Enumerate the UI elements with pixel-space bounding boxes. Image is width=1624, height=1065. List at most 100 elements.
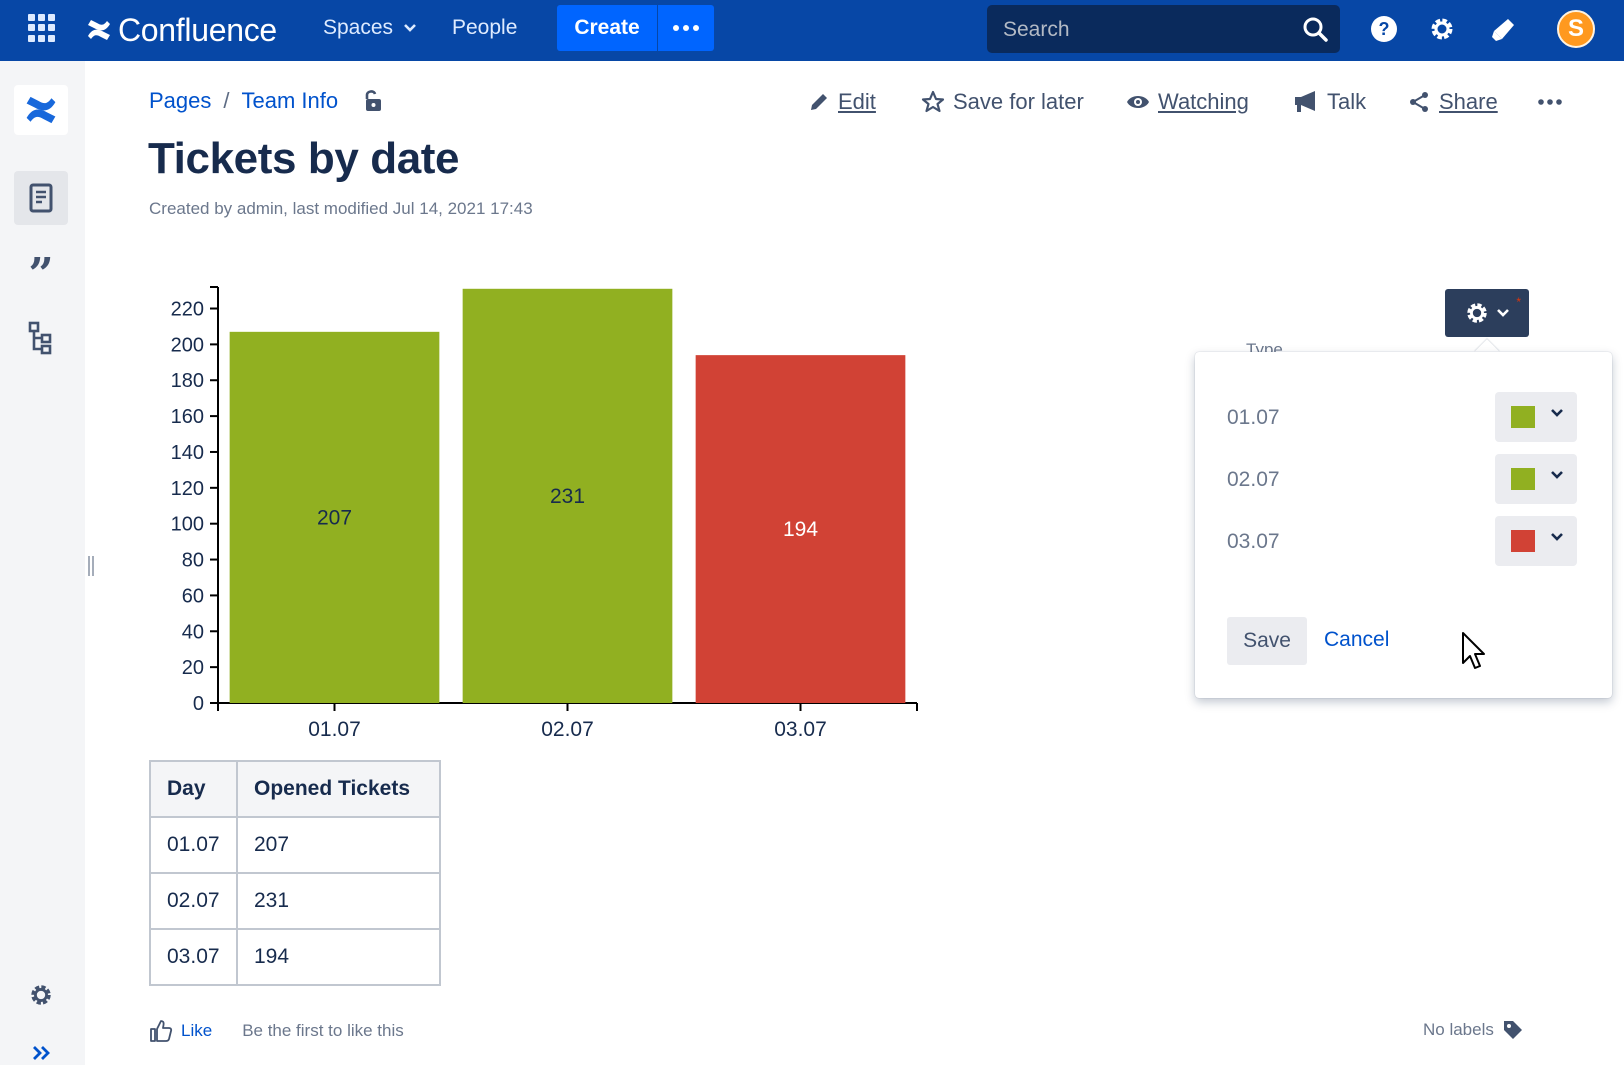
- gear-icon: [1467, 303, 1487, 323]
- more-dot-icon: [673, 25, 679, 31]
- like-button[interactable]: Like: [181, 1021, 213, 1040]
- talk-label: Talk: [1327, 89, 1367, 114]
- y-tick-label: 60: [182, 585, 204, 607]
- color-picker[interactable]: [1495, 454, 1577, 504]
- table-cell-day: 01.07: [149, 816, 238, 874]
- y-tick-label: 0: [193, 693, 204, 715]
- series-label: 03.07: [1227, 530, 1280, 553]
- table-cell-day: 03.07: [149, 928, 238, 986]
- more-dot-icon: [683, 25, 689, 31]
- create-button[interactable]: Create: [557, 5, 657, 51]
- no-labels-text: No labels: [1423, 1020, 1494, 1039]
- color-swatch: [1511, 530, 1535, 552]
- share-label: Share: [1439, 89, 1498, 114]
- settings-gear-icon: [31, 985, 51, 1005]
- table-cell-day: 02.07: [149, 872, 238, 930]
- column-header-day[interactable]: Day: [149, 760, 238, 818]
- table-cell-tickets: 231: [236, 872, 441, 930]
- expand-sidebar-button[interactable]: [14, 1026, 68, 1065]
- save-for-later-label: Save for later: [953, 89, 1084, 114]
- watching-button[interactable]: Watching: [1126, 86, 1249, 118]
- y-tick-label: 120: [171, 478, 204, 500]
- label-tag-icon[interactable]: [1502, 1019, 1524, 1041]
- breadcrumb-separator: /: [223, 88, 230, 113]
- x-tick-label: 03.07: [774, 718, 827, 741]
- search-input[interactable]: Search: [987, 5, 1340, 53]
- series-label: 01.07: [1227, 406, 1280, 429]
- save-button[interactable]: Save: [1227, 617, 1307, 665]
- page-byline: Created by admin, last modified Jul 14, …: [149, 199, 533, 218]
- share-icon: [1410, 92, 1428, 112]
- edit-button[interactable]: Edit: [808, 86, 876, 118]
- people-link[interactable]: People: [452, 16, 518, 39]
- color-setting-row: 03.07: [1227, 516, 1577, 566]
- save-for-later-button[interactable]: Save for later: [921, 86, 1084, 118]
- breadcrumb-pages[interactable]: Pages: [149, 88, 212, 113]
- page-icon: [29, 183, 53, 213]
- page-title: Tickets by date: [148, 134, 460, 183]
- user-avatar[interactable]: S: [1557, 10, 1595, 48]
- help-icon[interactable]: ?: [1368, 13, 1400, 45]
- sidebar-resize-handle[interactable]: [88, 556, 96, 576]
- more-dot-icon: [693, 25, 699, 31]
- thumbs-up-icon[interactable]: [149, 1019, 173, 1043]
- confluence-space-icon: [26, 96, 56, 124]
- create-more-button[interactable]: [658, 5, 714, 51]
- megaphone-icon: [1295, 91, 1315, 112]
- settings-gear-icon[interactable]: [1426, 13, 1458, 45]
- page-tree-nav-item[interactable]: [14, 311, 68, 365]
- bar-value-label: 231: [550, 485, 585, 508]
- y-tick-label: 160: [171, 406, 204, 428]
- x-tick-label: 01.07: [308, 718, 361, 741]
- y-tick-label: 220: [171, 299, 204, 321]
- talk-button[interactable]: Talk: [1293, 86, 1366, 118]
- confluence-logo[interactable]: Confluence: [86, 10, 277, 50]
- color-setting-row: 02.07: [1227, 454, 1577, 504]
- column-header-opened-tickets[interactable]: Opened Tickets: [236, 760, 441, 818]
- cancel-button[interactable]: Cancel: [1324, 628, 1390, 651]
- space-settings-item[interactable]: [14, 968, 68, 1022]
- chevron-down-icon: [1551, 409, 1563, 417]
- bar-02.07: [462, 288, 673, 703]
- chevron-down-icon: [1551, 533, 1563, 541]
- breadcrumb: Pages / Team Info: [149, 88, 384, 114]
- app-switcher-icon[interactable]: [28, 14, 56, 42]
- search-icon[interactable]: [1302, 16, 1328, 42]
- color-picker[interactable]: [1495, 516, 1577, 566]
- star-icon: [921, 90, 945, 113]
- page-labels: No labels: [1423, 1019, 1524, 1041]
- share-button[interactable]: Share: [1407, 86, 1498, 118]
- blog-nav-item[interactable]: ”: [14, 241, 68, 297]
- modified-indicator: *: [1516, 295, 1521, 309]
- svg-text:?: ?: [1379, 19, 1390, 39]
- x-tick-label: 02.07: [541, 718, 594, 741]
- breadcrumb-team-info[interactable]: Team Info: [241, 88, 339, 113]
- unlocked-icon[interactable]: [362, 89, 384, 113]
- space-logo[interactable]: [14, 85, 68, 135]
- chart-settings-button[interactable]: *: [1445, 289, 1529, 337]
- search-placeholder: Search: [1003, 18, 1070, 41]
- chevron-down-icon: [1497, 309, 1509, 317]
- top-navigation: Confluence Spaces People Create Search ?…: [0, 0, 1624, 61]
- spaces-menu[interactable]: Spaces: [323, 16, 417, 40]
- series-label: 02.07: [1227, 468, 1280, 491]
- app-name: Confluence: [118, 11, 277, 48]
- bar-value-label: 194: [783, 518, 818, 541]
- mouse-cursor-icon: [1462, 632, 1485, 669]
- more-actions-button[interactable]: [1537, 86, 1571, 118]
- table-cell-tickets: 207: [236, 816, 441, 874]
- eye-icon: [1127, 96, 1149, 108]
- table-row: 02.07 231: [149, 872, 441, 930]
- watching-label: Watching: [1158, 89, 1249, 114]
- tickets-table: Day Opened Tickets 01.07 207 02.07 231 0…: [149, 760, 441, 986]
- like-row: Like Be the first to like this: [149, 1019, 404, 1043]
- table-row: 01.07 207: [149, 816, 441, 874]
- pages-nav-item[interactable]: [14, 171, 68, 225]
- bar-01.07: [229, 331, 440, 703]
- pencil-icon: [811, 94, 827, 110]
- color-picker[interactable]: [1495, 392, 1577, 442]
- edit-label: Edit: [838, 89, 876, 114]
- double-chevron-right-icon: [33, 1046, 50, 1060]
- notifications-megaphone-icon[interactable]: [1488, 13, 1520, 45]
- spaces-label: Spaces: [323, 16, 394, 39]
